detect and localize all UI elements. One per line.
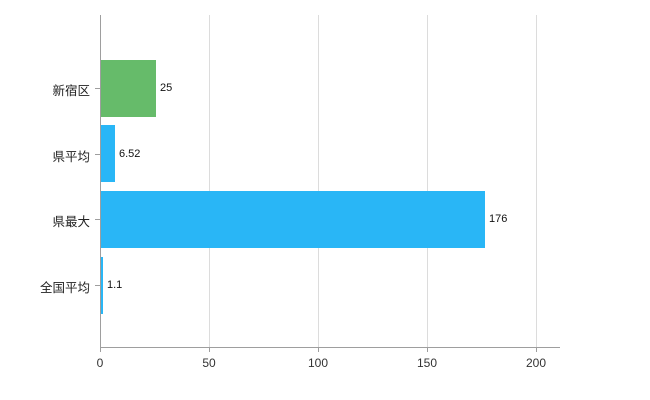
x-axis-tick (318, 347, 319, 352)
category-label: 新宿区 (52, 84, 90, 98)
bar (101, 191, 485, 248)
y-axis-tick (95, 88, 100, 89)
x-gridline (209, 15, 210, 347)
bar-value-label: 1.1 (107, 279, 123, 291)
x-axis-tick (427, 347, 428, 352)
x-axis-tick-label: 150 (416, 356, 438, 370)
bar (101, 125, 115, 182)
x-axis-tick-label: 200 (525, 356, 547, 370)
x-axis-tick (209, 347, 210, 352)
x-axis-tick-label: 50 (202, 356, 216, 370)
x-axis-tick-label: 0 (96, 356, 104, 370)
x-gridline (427, 15, 428, 347)
y-axis-line (100, 15, 101, 347)
y-axis-tick (95, 285, 100, 286)
x-axis-tick-label: 100 (307, 356, 329, 370)
bar-value-label: 25 (160, 82, 173, 94)
bar (101, 60, 156, 117)
bar (101, 257, 103, 314)
x-axis-line (100, 347, 560, 348)
category-label: 県最大 (52, 215, 90, 229)
y-axis-tick (95, 154, 100, 155)
bar-value-label: 6.52 (119, 148, 141, 160)
y-axis-tick (95, 219, 100, 220)
category-label: 全国平均 (39, 281, 90, 295)
x-axis-tick (100, 347, 101, 352)
x-gridline (536, 15, 537, 347)
category-label: 県平均 (52, 150, 90, 164)
x-axis-tick (536, 347, 537, 352)
x-gridline (318, 15, 319, 347)
bar-value-label: 176 (489, 213, 508, 225)
